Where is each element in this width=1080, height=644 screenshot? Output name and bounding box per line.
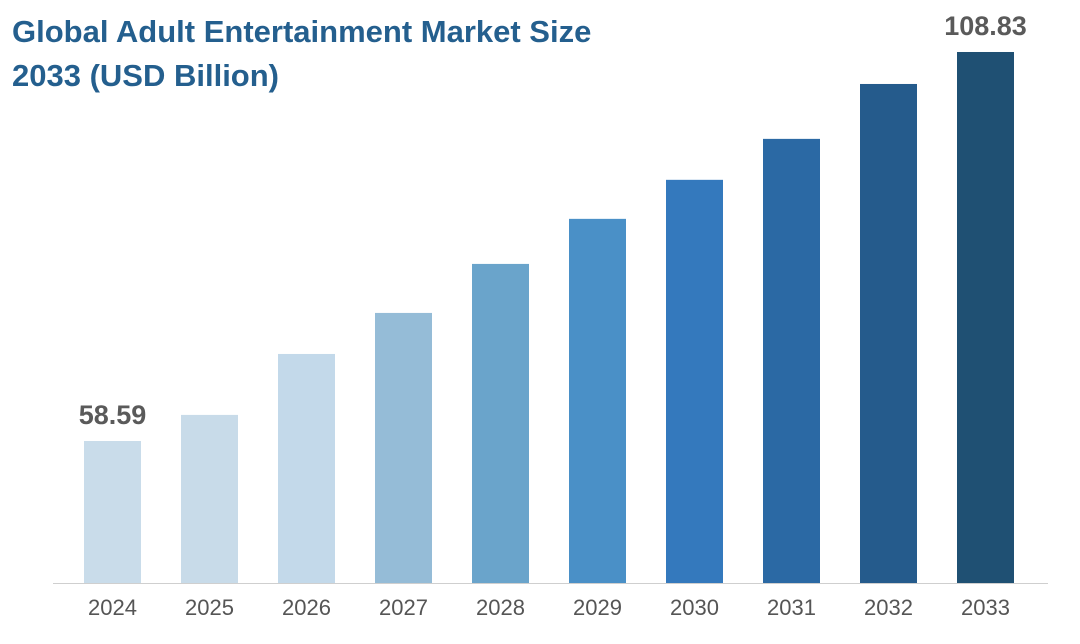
bar-2032 xyxy=(860,83,917,584)
x-tick-label: 2026 xyxy=(282,595,331,620)
bar-2025 xyxy=(181,414,238,583)
x-tick-label: 2033 xyxy=(961,595,1010,620)
x-tick-label: 2030 xyxy=(670,595,719,620)
data-label: 108.83 xyxy=(944,11,1027,41)
bar-2026 xyxy=(278,353,335,583)
bar-2031 xyxy=(763,138,820,583)
bar-2030 xyxy=(666,179,723,583)
x-tick-label: 2024 xyxy=(88,595,137,620)
x-tick-label: 2028 xyxy=(476,595,525,620)
x-tick-label: 2029 xyxy=(573,595,622,620)
bar-2028 xyxy=(472,263,529,583)
bar-2033 xyxy=(957,51,1014,584)
x-tick-label: 2027 xyxy=(379,595,428,620)
x-tick-label: 2032 xyxy=(864,595,913,620)
bar-2029 xyxy=(569,218,626,583)
bar-2024 xyxy=(84,440,141,583)
data-label: 58.59 xyxy=(79,400,147,430)
chart-title: Global Adult Entertainment Market Size 2… xyxy=(12,10,591,98)
bar-2027 xyxy=(375,312,432,583)
chart-title-line2: 2033 (USD Billion) xyxy=(12,58,279,93)
x-tick-label: 2031 xyxy=(767,595,816,620)
chart-title-line1: Global Adult Entertainment Market Size xyxy=(12,14,592,49)
x-tick-label: 2025 xyxy=(185,595,234,620)
